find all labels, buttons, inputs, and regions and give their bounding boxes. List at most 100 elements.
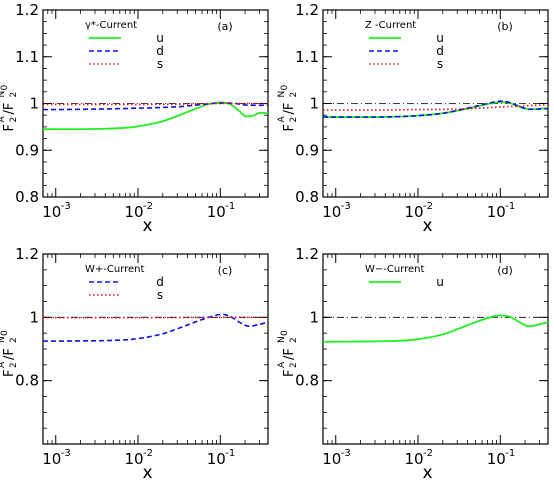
x-tick-label: 10: [487, 203, 506, 221]
y-axis-title-part: 2: [9, 92, 19, 98]
x-tick-exponent: -1: [225, 448, 235, 459]
panel-a: 0.80.911.11.210-310-210-1xF2A/F2N0γ*-Cur…: [0, 1, 269, 236]
x-tick-label: 10: [207, 450, 226, 468]
x-tick-label: 10: [322, 450, 341, 468]
x-tick-label: 10: [42, 450, 61, 468]
y-axis-title-part: 0: [280, 85, 290, 91]
y-axis-title-part: F: [282, 124, 297, 131]
x-tick-label: 10: [124, 203, 143, 221]
y-axis-title-part: N: [277, 91, 287, 98]
x-tick-exponent: -1: [505, 201, 515, 212]
legend-label-s: s: [437, 57, 443, 71]
panel-tag: (a): [217, 20, 232, 33]
y-axis-title-part: N: [0, 91, 7, 98]
y-axis-title-part: A: [0, 361, 7, 368]
x-tick-exponent: -2: [423, 448, 433, 459]
legend-label-u: u: [156, 31, 164, 45]
x-axis-title: x: [422, 463, 432, 483]
x-axis-title: x: [422, 216, 432, 236]
legend-title: W+-Current: [85, 264, 145, 275]
y-axis-title-part: 0: [280, 330, 290, 336]
y-axis-title-part: A: [0, 116, 7, 123]
x-tick-exponent: -3: [341, 448, 351, 459]
y-axis-title-part: 2: [9, 337, 19, 343]
legend-label-d: d: [436, 44, 444, 58]
x-tick-label: 10: [207, 203, 226, 221]
y-axis-title-part: 0: [0, 85, 10, 91]
y-axis-title-part: 2: [289, 337, 299, 343]
series-line-d: [42, 313, 269, 342]
y-tick-label: 1.2: [295, 1, 319, 19]
x-tick-exponent: -3: [341, 201, 351, 212]
panel-tag: (b): [497, 20, 513, 33]
y-tick-label: 1.2: [295, 245, 319, 263]
y-axis-title-part: 2: [9, 362, 19, 368]
x-tick-exponent: -3: [61, 201, 71, 212]
x-tick-label: 10: [322, 203, 341, 221]
y-axis-title-part: /F: [282, 348, 297, 360]
y-axis-title-part: 2: [289, 117, 299, 123]
x-tick-label: 10: [487, 450, 506, 468]
legend-label-u: u: [436, 31, 444, 45]
y-axis-title-part: 2: [289, 362, 299, 368]
y-tick-label: 0.8: [295, 188, 319, 206]
y-axis-title-part: F: [2, 124, 17, 131]
panel-c: 0.811.210-310-210-1xF2A/F2N0W+-Currentds…: [0, 245, 269, 483]
y-axis-title-part: /F: [2, 103, 17, 115]
y-axis-title-part: 2: [289, 92, 299, 98]
x-axis-title: x: [142, 463, 152, 483]
legend-label-s: s: [157, 288, 163, 302]
y-tick-label: 1.1: [295, 48, 319, 66]
y-axis-title-part: 0: [0, 330, 10, 336]
y-tick-label: 1: [309, 308, 319, 326]
x-tick-exponent: -2: [143, 201, 153, 212]
y-axis-title-part: A: [277, 361, 287, 368]
x-tick-exponent: -2: [143, 448, 153, 459]
y-tick-label: 0.9: [15, 141, 39, 159]
legend-label-s: s: [157, 57, 163, 71]
x-tick-label: 10: [42, 203, 61, 221]
x-tick-label: 10: [404, 203, 423, 221]
legend-title: γ*-Current: [85, 20, 137, 31]
y-tick-label: 0.9: [295, 141, 319, 159]
x-axis-title: x: [142, 216, 152, 236]
y-tick-label: 1.2: [15, 1, 39, 19]
y-tick-label: 1: [29, 95, 39, 113]
panel-d: 0.811.210 -3 10 -2 10 -1xF2A/F2N0W−-Currentu(…: [277, 245, 549, 483]
x-tick-exponent: -3: [61, 448, 71, 459]
panel-tag: (d): [497, 264, 513, 277]
y-tick-label: 1: [309, 95, 319, 113]
x-tick-label: 10: [124, 450, 143, 468]
y-axis-title-part: F: [282, 370, 297, 377]
series-line-u: [42, 101, 269, 131]
x-tick-exponent: -2: [423, 201, 433, 212]
series-line-s: [322, 104, 549, 111]
y-axis-title-part: N: [0, 336, 7, 343]
y-axis-title-part: A: [277, 116, 287, 123]
legend-label-u: u: [436, 275, 444, 289]
legend-label-d: d: [156, 275, 164, 289]
legend-label-d: d: [156, 44, 164, 58]
y-axis-title-part: F: [2, 370, 17, 377]
y-axis-title-part: /F: [2, 348, 17, 360]
legend-title: Z -Current: [365, 20, 416, 31]
x-tick-label: 10: [404, 450, 423, 468]
series-line-d: [323, 100, 549, 118]
y-tick-label: 1.1: [15, 48, 39, 66]
y-tick-label: 0.8: [295, 372, 319, 390]
panel-tag: (c): [218, 264, 233, 277]
y-axis-title-part: 2: [9, 117, 19, 123]
y-tick-label: 1.2: [15, 245, 39, 263]
y-tick-label: 0.8: [15, 188, 39, 206]
series-line-u: [322, 314, 549, 343]
y-axis-title-part: /F: [282, 103, 297, 115]
y-tick-label: 0.8: [15, 372, 39, 390]
y-tick-label: 1: [29, 308, 39, 326]
y-axis-title-part: N: [277, 336, 287, 343]
legend-title: W−-Current: [365, 264, 425, 275]
